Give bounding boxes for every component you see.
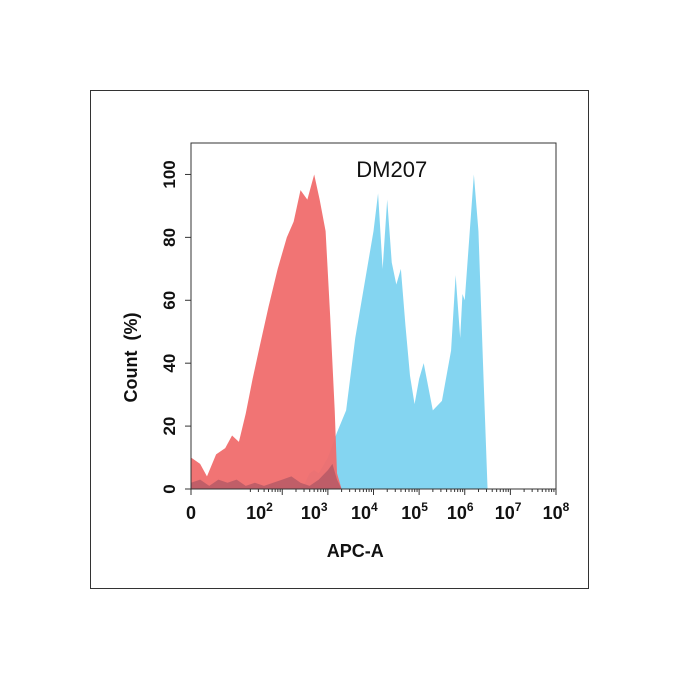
series-area-0	[191, 174, 342, 490]
x-tick-label: 0	[186, 503, 196, 523]
x-tick-label: 102	[246, 500, 273, 523]
series-area-2	[191, 463, 342, 489]
series-area-1	[191, 174, 488, 490]
y-tick-label: 40	[160, 354, 179, 373]
y-axis-label: Count (%)	[121, 313, 141, 403]
x-tick-label: 103	[301, 500, 328, 523]
y-tick-label: 20	[160, 417, 179, 436]
chart-frame: DM207 0 20 40 60 80 100 0 102 103 104 105 106 107 10…	[90, 90, 589, 589]
chart-svg: DM207 0 20 40 60 80 100 0 102 103 104 105 106 107 10…	[121, 142, 570, 561]
y-tick-label: 80	[160, 228, 179, 247]
x-tick-label: 105	[401, 500, 428, 523]
y-tick-label: 60	[160, 291, 179, 310]
x-tick-label: 108	[543, 500, 570, 523]
y-tick-label: 0	[160, 484, 179, 493]
x-axis-label: APC-A	[327, 541, 384, 561]
chart-title: DM207	[356, 157, 427, 182]
x-tick-label: 104	[351, 500, 378, 523]
x-tick-label: 107	[495, 500, 522, 523]
x-tick-label: 106	[447, 500, 474, 523]
y-tick-label: 100	[160, 160, 179, 188]
